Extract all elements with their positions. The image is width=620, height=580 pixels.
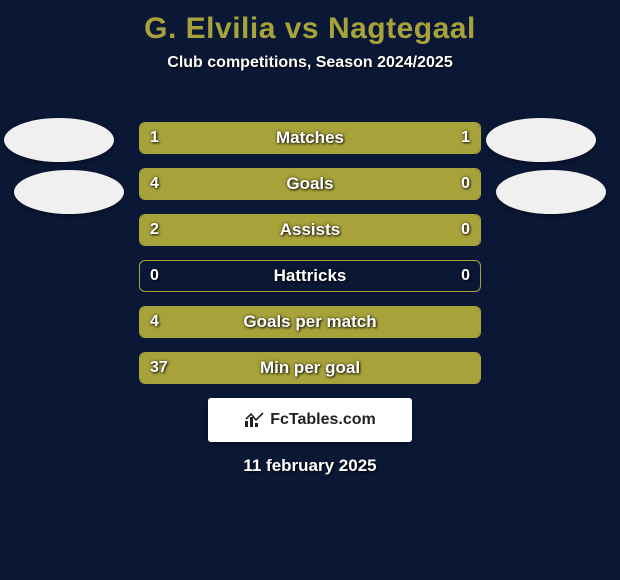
stat-row: 11Matches bbox=[139, 122, 481, 154]
avatar-left-2 bbox=[14, 170, 124, 214]
stat-row: 4Goals per match bbox=[139, 306, 481, 338]
player-left-name: G. Elvilia bbox=[144, 12, 276, 45]
stat-row: 40Goals bbox=[139, 168, 481, 200]
stat-label: Matches bbox=[140, 123, 480, 153]
brand-text: FcTables.com bbox=[270, 411, 376, 429]
title-vs: vs bbox=[276, 12, 328, 45]
stat-row: 00Hattricks bbox=[139, 260, 481, 292]
stat-label: Hattricks bbox=[140, 261, 480, 291]
avatar-right-2 bbox=[496, 170, 606, 214]
stat-row: 37Min per goal bbox=[139, 352, 481, 384]
player-right-name: Nagtegaal bbox=[328, 12, 476, 45]
chart-icon bbox=[244, 412, 264, 428]
subtitle: Club competitions, Season 2024/2025 bbox=[0, 54, 620, 72]
stat-row: 20Assists bbox=[139, 214, 481, 246]
stats-bars: 11Matches 40Goals 20Assists 00Hattricks 4Goa… bbox=[139, 122, 481, 398]
date-label: 11 february 2025 bbox=[0, 456, 620, 476]
brand-badge: FcTables.com bbox=[208, 398, 412, 442]
stat-label: Goals bbox=[140, 169, 480, 199]
stat-label: Min per goal bbox=[140, 353, 480, 383]
avatar-left-1 bbox=[4, 118, 114, 162]
avatar-right-1 bbox=[486, 118, 596, 162]
stat-label: Assists bbox=[140, 215, 480, 245]
comparison-title: G. Elvilia vs Nagtegaal bbox=[0, 0, 620, 46]
stat-label: Goals per match bbox=[140, 307, 480, 337]
